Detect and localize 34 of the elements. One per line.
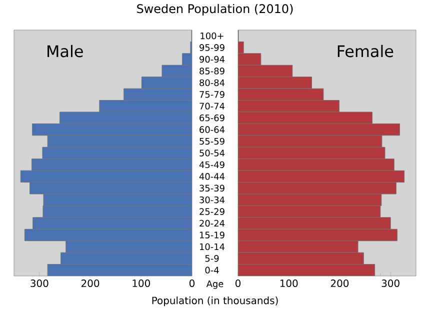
y-tick-label: 65-69	[200, 114, 224, 122]
y-tick-label: 55-59	[200, 138, 224, 145]
x-tick-label: 300	[382, 280, 400, 288]
x-tick-label: 100	[132, 280, 150, 288]
x-tick-label: 200	[330, 280, 349, 288]
x-tick-label: 100	[280, 280, 298, 288]
y-tick-label: 5-9	[205, 255, 219, 262]
y-tick-label: 60-64	[200, 126, 225, 133]
y-tick-label: 75-79	[200, 91, 224, 98]
x-tick-label: 0	[189, 280, 195, 288]
y-tick-label: 25-29	[200, 208, 224, 215]
y-tick-label: 15-19	[200, 232, 224, 238]
x-tick-label: 300	[30, 280, 48, 288]
x-axis-title: Population (in thousands)	[152, 296, 278, 306]
y-tick-label: 85-89	[200, 68, 224, 74]
y-tick-label: 80-84	[200, 79, 225, 86]
y-tick-label: 10-14	[200, 243, 225, 250]
y-tick-label: 45-49	[199, 161, 224, 168]
chart-title: Sweden Population (2010)	[137, 4, 293, 16]
y-axis-title: Age	[206, 280, 224, 289]
y-tick-label: 35-39	[200, 184, 224, 192]
y-tick-label: 90-94	[200, 56, 225, 63]
y-tick-label: 70-74	[200, 102, 225, 110]
y-tick-label: 0-4	[205, 266, 219, 274]
x-tick-label: 200	[82, 280, 100, 288]
y-tick-label: 30-34	[200, 196, 225, 204]
text: Male	[48, 44, 83, 58]
y-tick-label: 95-99	[200, 44, 224, 51]
y-tick-label: 100+	[200, 32, 224, 40]
y-tick-label: 40-44	[199, 173, 225, 180]
y-tick-label: 20-24	[200, 220, 225, 227]
y-tick-label: 50-54	[200, 150, 225, 156]
x-tick-label: 0	[235, 280, 241, 288]
text: Female	[338, 44, 394, 58]
